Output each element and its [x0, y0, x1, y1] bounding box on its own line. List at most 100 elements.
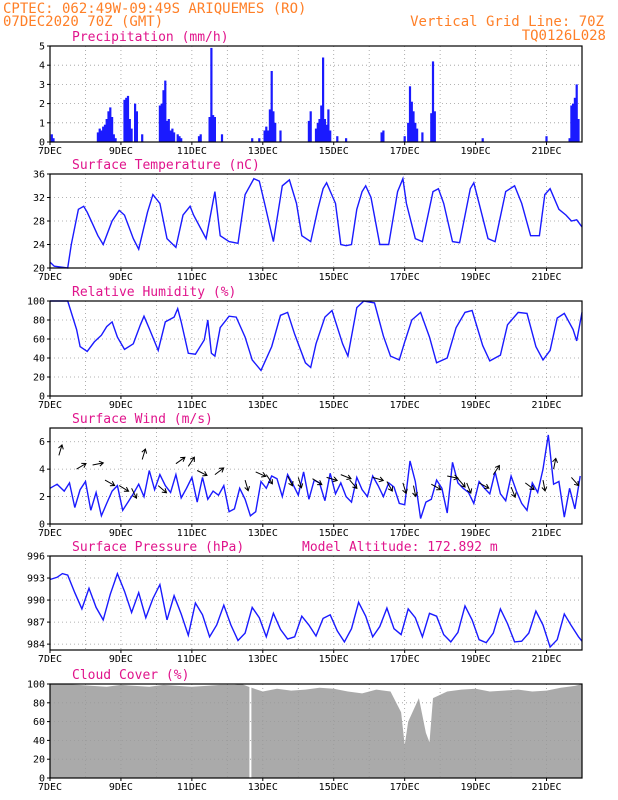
frame-temp [49, 173, 583, 269]
precip-bar-40 [251, 138, 254, 142]
precip-bar-63 [380, 132, 383, 142]
xtick-label-cloud-3: 13DEC [248, 782, 278, 793]
ytick-label-pres-1: 987 [27, 618, 45, 629]
wind-arrow-4 [118, 485, 130, 492]
xtick-label-wind-0: 7DEC [38, 528, 62, 539]
xtick-label-wind-2: 11DEC [177, 528, 207, 539]
precip-bar-81 [573, 97, 576, 142]
series-line-wind [49, 434, 581, 519]
ytick-label-temp-2: 28 [33, 217, 45, 228]
xtick-label-wind-3: 13DEC [248, 528, 278, 539]
precip-bar-5 [102, 126, 105, 142]
xtick-label-cloud-5: 17DEC [390, 782, 420, 793]
wind-arrow-28 [466, 482, 473, 494]
panel-pres: Surface Pressure (hPa) Model Altitude: 17… [27, 540, 583, 665]
precip-bar-67 [408, 86, 412, 142]
xtick-label-precip-7: 21DEC [531, 146, 561, 157]
ytick-label-precip-4: 4 [39, 61, 45, 72]
precip-bar-79 [570, 105, 573, 142]
code-header: TQ0126L028 [522, 28, 606, 44]
xtick-label-rh-4: 15DEC [319, 400, 349, 411]
xtick-label-cloud-0: 7DEC [38, 782, 62, 793]
grid-line-header: Vertical Grid Line: 70Z [410, 14, 604, 30]
xtick-label-temp-2: 11DEC [177, 272, 207, 283]
precip-bar-75 [433, 111, 436, 142]
precip-bar-60 [329, 130, 332, 142]
wind-arrow-13 [255, 471, 267, 478]
precip-bar-43 [265, 126, 268, 142]
xtick-label-cloud-2: 11DEC [177, 782, 207, 793]
precip-bar-26 [167, 119, 170, 142]
precip-bar-50 [307, 120, 310, 142]
ytick-label-pres-3: 993 [27, 574, 45, 585]
wind-arrow-26 [447, 474, 459, 481]
precip-bar-83 [577, 119, 580, 142]
precip-bar-56 [322, 57, 325, 142]
wind-arrow-3 [104, 479, 116, 487]
precip-bar-59 [327, 109, 330, 142]
wind-arrow-27 [457, 478, 466, 488]
ytick-label-wind-2: 4 [39, 465, 45, 476]
precip-bar-1 [52, 138, 55, 142]
precip-bar-20 [141, 134, 144, 142]
precip-bar-72 [421, 132, 424, 142]
precip-bar-41 [258, 138, 261, 142]
frame-pres [49, 555, 583, 651]
precip-bar-16 [128, 119, 131, 142]
wind-arrow-9 [187, 456, 195, 467]
wind-arrow-8 [175, 456, 186, 465]
xtick-label-temp-4: 15DEC [319, 272, 349, 283]
precip-bar-48 [274, 122, 277, 142]
precip-bar-64 [382, 130, 385, 142]
ytick-label-rh-2: 40 [33, 354, 45, 365]
chart-title-rh: Relative Humidity (%) [72, 285, 236, 300]
wind-arrow-35 [571, 477, 580, 487]
precip-bar-23 [162, 90, 165, 142]
xtick-label-precip-2: 11DEC [177, 146, 207, 157]
xtick-label-cloud-7: 21DEC [531, 782, 561, 793]
wind-arrow-12 [244, 479, 250, 492]
precip-bar-14 [125, 97, 128, 142]
xtick-label-wind-7: 21DEC [531, 528, 561, 539]
precip-bar-30 [176, 134, 179, 142]
precip-bar-80 [572, 103, 575, 142]
wind-arrow-5 [131, 488, 138, 500]
precip-bar-51 [309, 111, 312, 142]
precip-bar-31 [178, 136, 181, 142]
wind-arrow-6 [141, 448, 148, 460]
xtick-label-cloud-4: 15DEC [319, 782, 349, 793]
frame-cloud [49, 683, 583, 779]
frame-precip [49, 45, 583, 143]
precip-bar-71 [416, 128, 419, 142]
xtick-label-cloud-6: 19DEC [461, 782, 491, 793]
chart-title-temp: Surface Temperature (nC) [72, 158, 260, 173]
xtick-label-rh-0: 7DEC [38, 400, 62, 411]
wind-arrow-34 [552, 457, 558, 470]
precip-bar-12 [114, 138, 117, 142]
xtick-label-pres-6: 19DEC [461, 654, 491, 665]
precip-bar-44 [267, 130, 270, 142]
wind-arrow-2 [92, 460, 105, 467]
precip-bar-52 [314, 128, 318, 142]
ytick-label-rh-1: 20 [33, 373, 45, 384]
xtick-label-temp-7: 21DEC [531, 272, 561, 283]
precip-bar-47 [272, 111, 275, 142]
xtick-label-precip-3: 13DEC [248, 146, 278, 157]
chart-title-precip: Precipitation (mm/h) [72, 30, 229, 45]
chart-title-wind: Surface Wind (m/s) [72, 412, 213, 427]
ytick-label-temp-4: 36 [33, 170, 45, 181]
wind-arrow-18 [326, 476, 339, 483]
precip-bar-4 [100, 130, 103, 142]
ytick-label-pres-0: 984 [27, 640, 45, 651]
precip-bar-3 [98, 128, 101, 142]
xtick-label-precip-6: 19DEC [461, 146, 491, 157]
ytick-label-rh-0: 0 [39, 392, 45, 403]
xtick-label-precip-5: 17DEC [390, 146, 420, 157]
wind-arrow-23 [402, 482, 408, 495]
wind-arrow-1 [76, 462, 87, 470]
panel-rh: Relative Humidity (%) 0 20 40 60 80 100 7DEC 9DE… [27, 285, 583, 411]
panels: Precipitation (mm/h) 0 1 2 3 4 5 7DEC 9DEC 11DEC 1… [27, 30, 583, 793]
precip-bar-18 [134, 103, 137, 142]
xtick-label-precip-4: 15DEC [319, 146, 349, 157]
precip-bar-55 [320, 105, 323, 142]
